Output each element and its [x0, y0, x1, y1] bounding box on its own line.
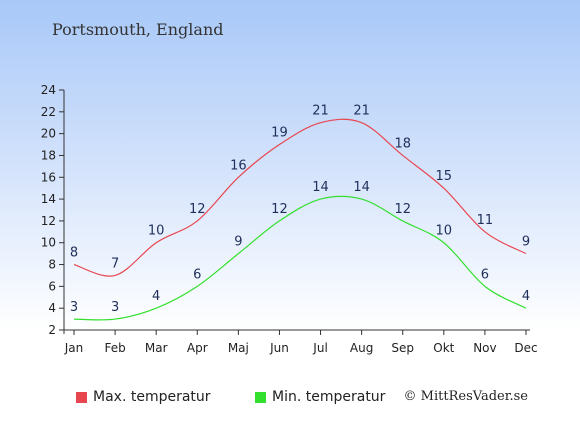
- min-temperature-line: [73, 195, 527, 321]
- max-data-label: 21: [353, 104, 370, 119]
- max-data-label: 10: [148, 224, 165, 239]
- max-data-label: 11: [477, 213, 494, 228]
- x-tick-label: Dec: [514, 341, 537, 355]
- y-tick-label: 8: [48, 258, 56, 272]
- x-tick-label: Jun: [269, 341, 289, 355]
- x-tick-label: Feb: [104, 341, 125, 355]
- y-tick-label: 6: [48, 279, 56, 293]
- min-data-label: 12: [271, 202, 288, 217]
- legend-max-label: Max. temperatur: [93, 389, 211, 405]
- y-tick-label: 14: [41, 192, 56, 206]
- min-data-label: 9: [234, 235, 242, 250]
- max-data-label: 15: [436, 169, 453, 184]
- y-tick-label: 22: [41, 105, 56, 119]
- legend-max-swatch: [76, 391, 87, 403]
- legend-min: Min. temperatur: [255, 389, 385, 405]
- credit-text: © MittResVader.se: [403, 389, 528, 404]
- x-tick-label: Maj: [228, 341, 249, 355]
- min-data-label: 12: [394, 202, 411, 217]
- y-tick-label: 16: [41, 170, 56, 184]
- min-data-label: 14: [312, 180, 329, 195]
- y-tick-label: 24: [41, 83, 56, 97]
- max-temperature-line: [73, 118, 527, 277]
- max-data-label: 21: [312, 104, 329, 119]
- min-data-label: 3: [111, 300, 119, 315]
- max-data-label: 8: [70, 246, 78, 261]
- max-data-label: 16: [230, 158, 247, 173]
- legend-max: Max. temperatur: [76, 389, 211, 405]
- x-tick-label: Mar: [145, 341, 168, 355]
- location-title: Portsmouth, England: [52, 20, 224, 39]
- y-tick-label: 10: [41, 236, 56, 250]
- x-tick-label: Apr: [187, 341, 208, 355]
- y-tick-label: 18: [41, 148, 56, 162]
- legend-min-label: Min. temperatur: [272, 389, 386, 405]
- min-data-label: 10: [436, 224, 453, 239]
- x-tick-label: Okt: [433, 341, 454, 355]
- y-tick-label: 2: [48, 323, 56, 337]
- x-tick-label: Jan: [64, 341, 84, 355]
- x-tick-label: Sep: [391, 341, 414, 355]
- y-tick-label: 20: [41, 127, 56, 141]
- min-data-label: 6: [481, 267, 489, 282]
- min-data-label: 14: [353, 180, 370, 195]
- min-data-label: 6: [193, 267, 201, 282]
- max-data-label: 19: [271, 126, 288, 141]
- max-data-label: 18: [394, 136, 411, 151]
- max-data-label: 9: [522, 235, 530, 250]
- min-data-label: 4: [152, 289, 160, 304]
- min-data-label: 3: [70, 300, 78, 315]
- max-data-label: 12: [189, 202, 206, 217]
- max-data-label: 7: [111, 256, 119, 271]
- x-tick-label: Nov: [473, 341, 496, 355]
- legend-min-swatch: [255, 391, 266, 403]
- y-tick-label: 4: [48, 301, 56, 315]
- min-data-label: 4: [522, 289, 530, 304]
- y-tick-label: 12: [41, 214, 56, 228]
- x-tick-label: Aug: [350, 341, 373, 355]
- x-tick-label: Jul: [312, 341, 327, 355]
